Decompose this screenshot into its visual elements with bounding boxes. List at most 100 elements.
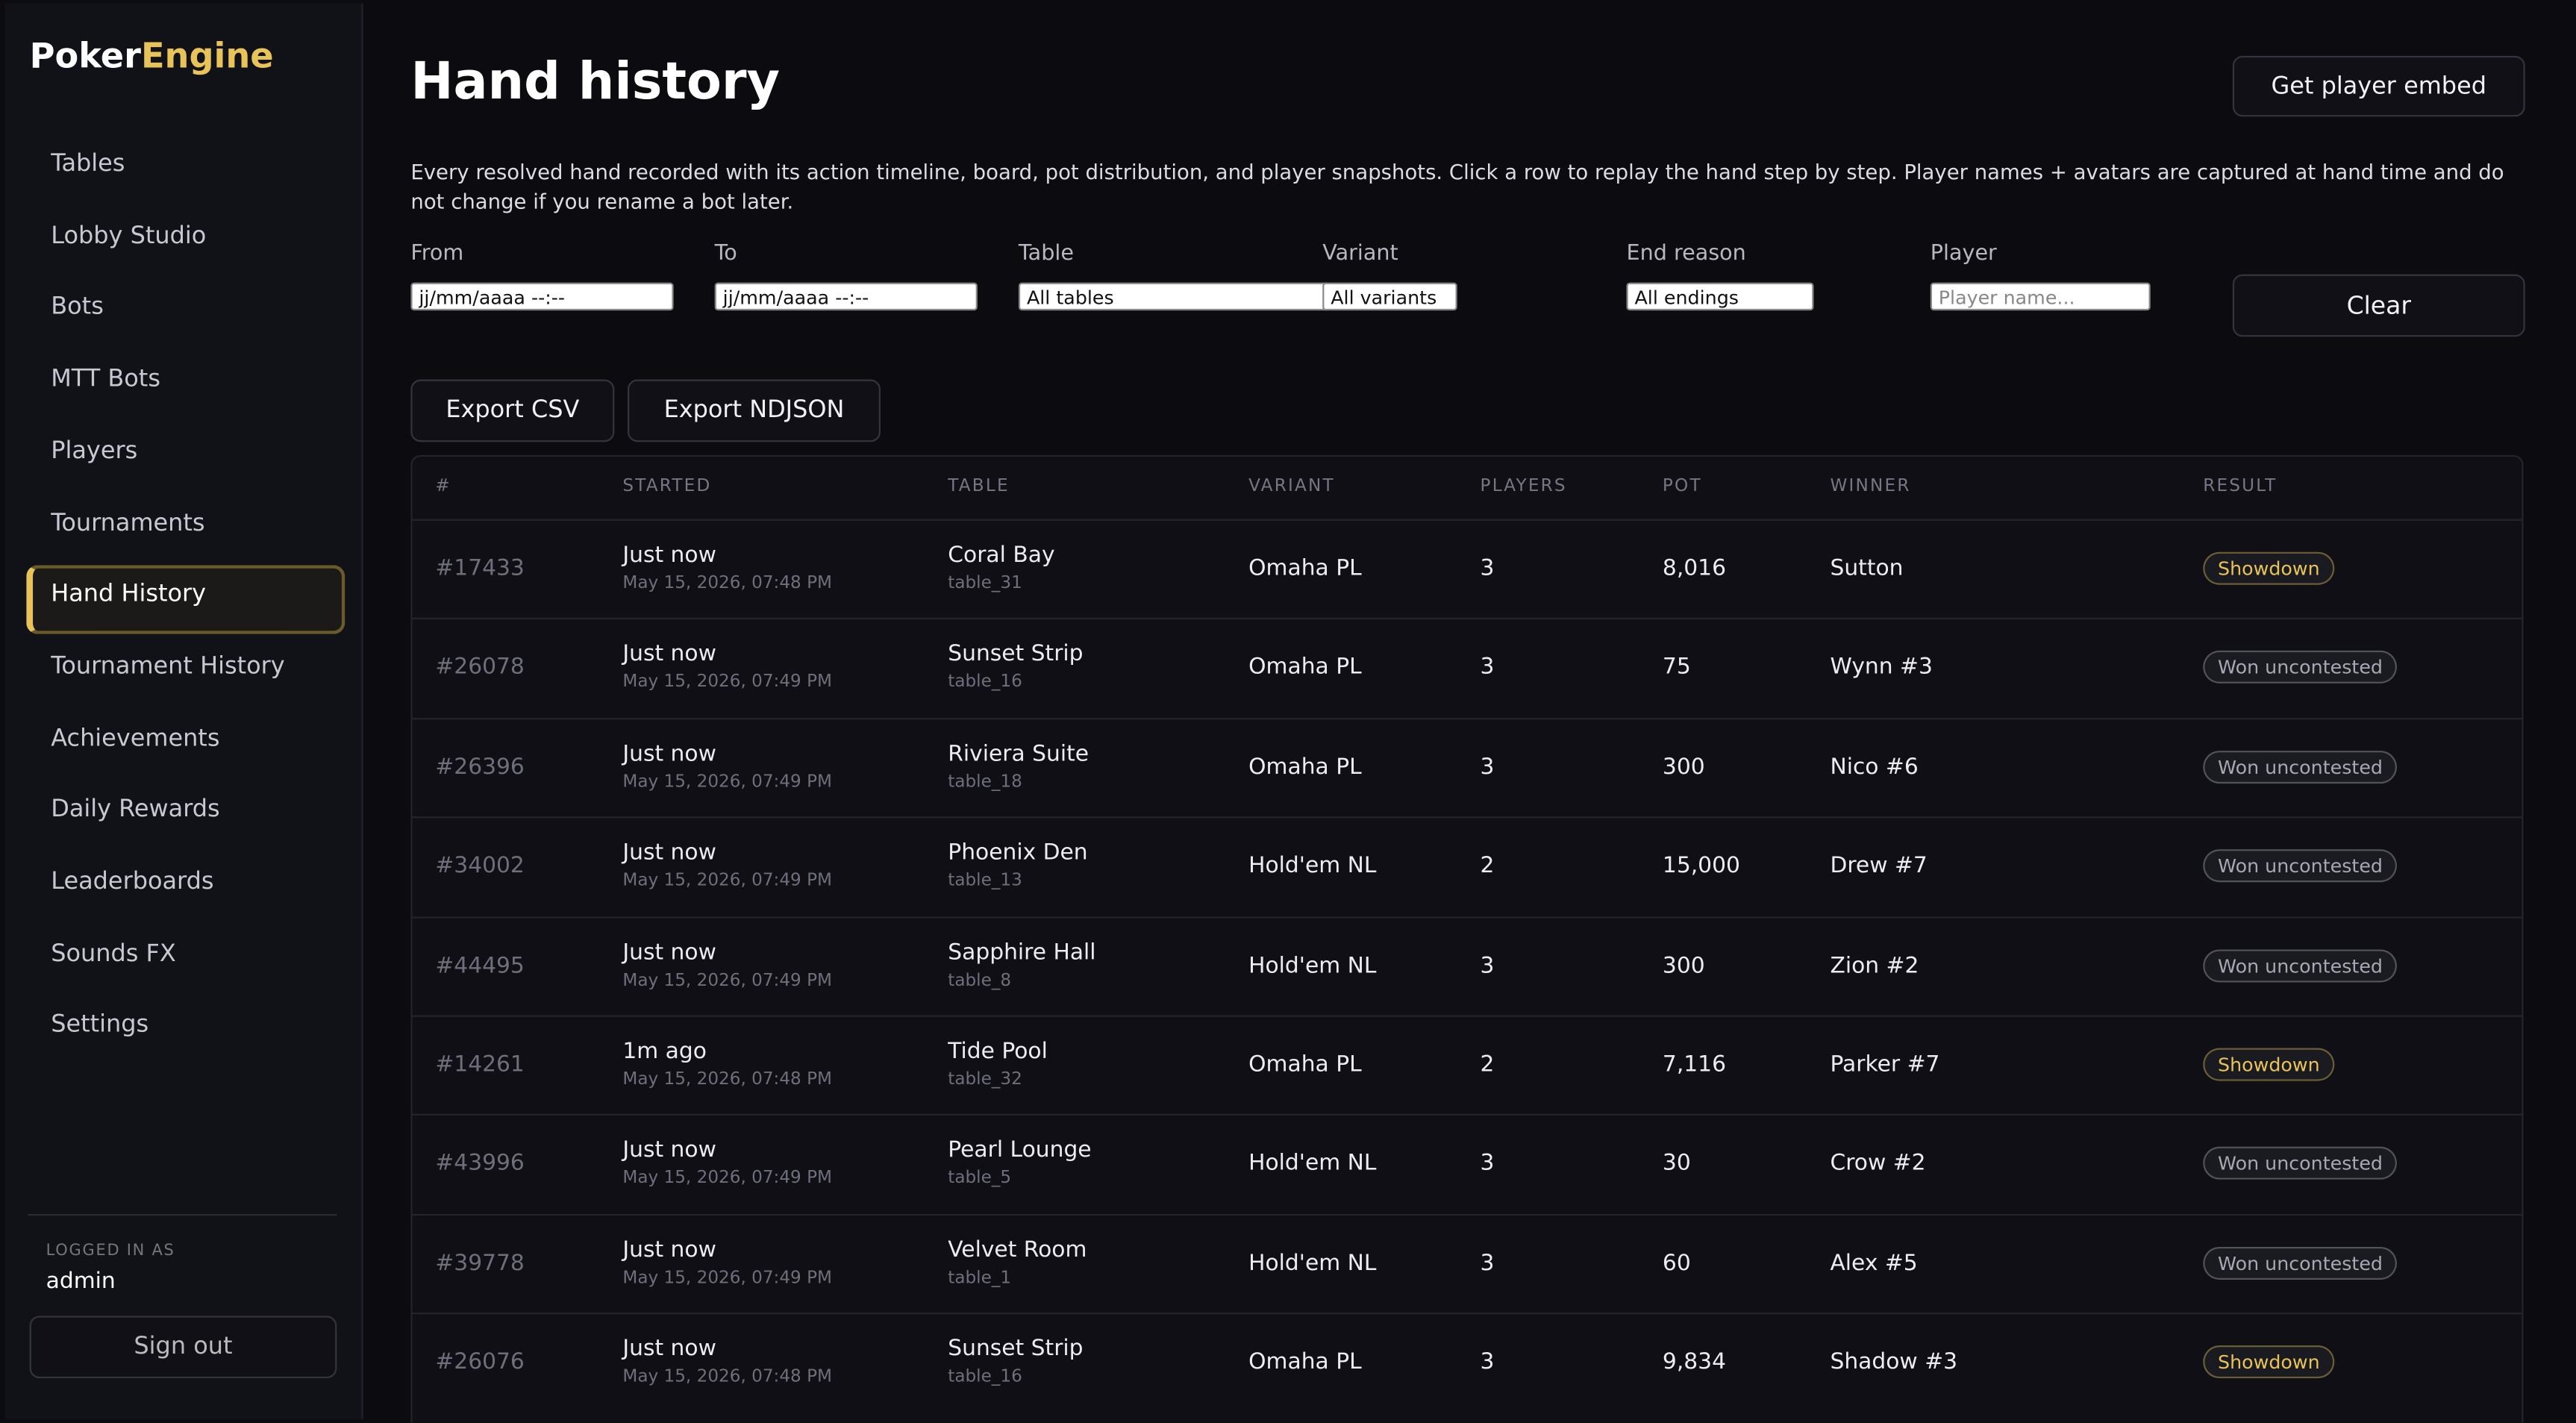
table-name: Velvet Room — [948, 1236, 1087, 1263]
table-row[interactable]: #14261 1m ago May 15, 2026, 07:48 PM Tide P… — [410, 1015, 2524, 1114]
table-row[interactable]: #26078 Just now May 15, 2026, 07:49 PM Suns… — [410, 618, 2524, 717]
table-id: table_18 — [948, 772, 1022, 792]
table-id: table_8 — [948, 970, 1012, 990]
result-badge: Won uncontested — [2203, 1246, 2398, 1280]
variant: Hold'em NL — [1248, 1249, 1377, 1277]
table-id: table_16 — [948, 672, 1022, 692]
filter-input[interactable]: jj/mm/aaaa --:-- — [410, 282, 674, 311]
table-row[interactable]: #26396 Just now May 15, 2026, 07:49 PM Rivi… — [410, 717, 2524, 816]
variant: Hold'em NL — [1248, 951, 1377, 979]
hand-id: #14261 — [435, 1051, 525, 1078]
hand-id: #26078 — [435, 654, 525, 681]
column-header: TABLE — [948, 476, 1010, 496]
filter-label: To — [714, 241, 737, 266]
hand-id: #17433 — [435, 555, 525, 582]
started: Just now — [622, 740, 716, 767]
table-id: table_1 — [948, 1268, 1012, 1288]
winner: Shadow #3 — [1830, 1348, 1958, 1376]
started-date: May 15, 2026, 07:48 PM — [622, 1367, 832, 1387]
column-header: STARTED — [622, 476, 712, 496]
table-row[interactable]: #34002 Just now May 15, 2026, 07:49 PM Phoe… — [410, 816, 2524, 916]
nav-item[interactable]: Players — [51, 438, 138, 465]
description: Every resolved hand recorded with its ac… — [410, 159, 2504, 214]
nav-item[interactable]: Hand History — [51, 581, 207, 608]
started-date: May 15, 2026, 07:49 PM — [622, 672, 832, 692]
started-date: May 15, 2026, 07:49 PM — [622, 1268, 832, 1288]
brand-part: Engine — [140, 36, 274, 76]
nav-item[interactable]: Tournament History — [51, 653, 285, 681]
pot: 30 — [1662, 1150, 1691, 1178]
players: 2 — [1480, 852, 1495, 880]
nav-item[interactable]: Leaderboards — [51, 869, 214, 895]
table-name: Sunset Strip — [948, 641, 1084, 668]
result-badge: Won uncontested — [2203, 849, 2398, 883]
sign-out[interactable]: Sign out — [29, 1316, 337, 1379]
nav-item[interactable]: Bots — [51, 294, 104, 322]
filter-label: End reason — [1626, 241, 1746, 266]
players: 3 — [1480, 1348, 1495, 1376]
table-id: table_5 — [948, 1169, 1012, 1189]
started: Just now — [622, 1137, 716, 1164]
brand-part: Poker — [29, 36, 141, 76]
started-date: May 15, 2026, 07:49 PM — [622, 970, 832, 990]
table-row[interactable]: #39778 Just now May 15, 2026, 07:49 PM Velv… — [410, 1213, 2524, 1312]
nav-item[interactable]: MTT Bots — [51, 366, 160, 393]
nav-item[interactable]: Tables — [51, 151, 125, 178]
table-row[interactable]: #44495 Just now May 15, 2026, 07:49 PM Sapp… — [410, 916, 2524, 1015]
table-name: Phoenix Den — [948, 839, 1088, 866]
filter-input[interactable]: Player name... — [1930, 282, 2151, 311]
variant: Omaha PL — [1248, 1051, 1362, 1078]
started: Just now — [622, 1336, 716, 1363]
table-row[interactable]: #26076 Just now May 15, 2026, 07:48 PM Suns… — [410, 1313, 2524, 1411]
started: Just now — [622, 542, 716, 569]
players: 3 — [1480, 754, 1495, 781]
column-header: WINNER — [1830, 476, 1911, 496]
winner: Crow #2 — [1830, 1150, 1926, 1178]
table — [410, 454, 2524, 1423]
table-name: Pearl Lounge — [948, 1137, 1092, 1164]
nav-item[interactable]: Achievements — [51, 725, 220, 752]
hand-id: #43996 — [435, 1150, 525, 1178]
table-row[interactable]: #43996 Just now May 15, 2026, 07:49 PM Pear… — [410, 1114, 2524, 1213]
filter-input[interactable]: All endings — [1626, 282, 1814, 311]
table-row[interactable]: #17433 Just now May 15, 2026, 07:48 PM Cora… — [410, 519, 2524, 618]
started-date: May 15, 2026, 07:49 PM — [622, 1169, 832, 1189]
filter-input[interactable]: All variants — [1322, 282, 1457, 311]
nav-item[interactable]: Tournaments — [51, 510, 205, 537]
column-header: POT — [1662, 476, 1702, 496]
clear-button[interactable]: Clear — [2232, 274, 2525, 337]
nav-active — [26, 565, 346, 635]
table-id: table_16 — [948, 1367, 1022, 1387]
variant: Omaha PL — [1248, 754, 1362, 781]
started: Just now — [622, 839, 716, 866]
pot: 7,116 — [1662, 1051, 1727, 1078]
started-date: May 15, 2026, 07:49 PM — [622, 772, 832, 792]
page-title: Hand history — [410, 52, 781, 112]
nav-item[interactable]: Lobby Studio — [51, 222, 207, 249]
winner: Wynn #3 — [1830, 654, 1933, 681]
pot: 300 — [1662, 754, 1705, 781]
winner: Alex #5 — [1830, 1249, 1918, 1277]
nav-item[interactable]: Settings — [51, 1012, 149, 1039]
export-button[interactable]: Export NDJSON — [627, 379, 881, 442]
players: 3 — [1480, 555, 1495, 582]
filter-label: Variant — [1322, 241, 1398, 266]
filter-input[interactable]: jj/mm/aaaa --:-- — [714, 282, 978, 311]
result-badge: Showdown — [2203, 551, 2335, 585]
export-button[interactable]: Export CSV — [410, 379, 615, 442]
started-date: May 15, 2026, 07:48 PM — [622, 1069, 832, 1089]
winner: Drew #7 — [1830, 852, 1928, 880]
started: 1m ago — [622, 1038, 707, 1065]
winner: Nico #6 — [1830, 754, 1919, 781]
nav-item[interactable]: Daily Rewards — [51, 797, 220, 824]
logged-in-label: LOGGED IN AS — [46, 1242, 175, 1260]
filter-input[interactable]: All tables — [1018, 282, 1331, 311]
winner: Zion #2 — [1830, 951, 1919, 979]
table-name: Tide Pool — [948, 1038, 1048, 1065]
nav-item[interactable]: Sounds FX — [51, 940, 176, 967]
result-badge: Won uncontested — [2203, 1147, 2398, 1180]
filter-label: Table — [1018, 241, 1074, 266]
players: 2 — [1480, 1051, 1495, 1078]
column-header: PLAYERS — [1480, 476, 1567, 496]
embed-button[interactable]: Get player embed — [2232, 55, 2525, 117]
